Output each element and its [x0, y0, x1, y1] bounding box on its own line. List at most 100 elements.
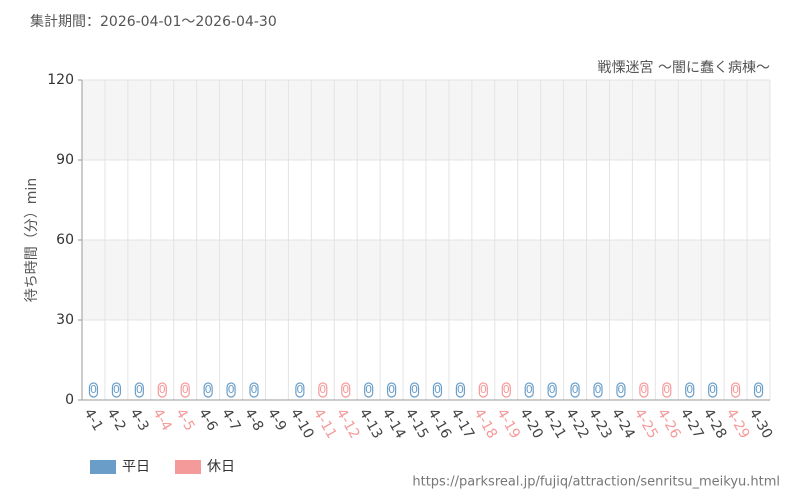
label-box	[157, 382, 167, 398]
y-axis-label: 待ち時間（分）min	[24, 178, 40, 302]
x-tick-label: 4-27	[677, 406, 707, 442]
x-tick-label: 4-11	[310, 406, 340, 442]
value-label: 0	[205, 383, 212, 396]
value-label: 0	[365, 383, 372, 396]
x-tick-label: 4-22	[562, 406, 592, 442]
label-box	[134, 382, 144, 398]
label-box	[180, 382, 190, 398]
value-label: 0	[480, 383, 487, 396]
value-label: 0	[251, 383, 258, 396]
y-tick-label: 0	[65, 392, 74, 408]
label-box	[639, 382, 649, 398]
legend-swatch	[90, 460, 116, 474]
label-box	[409, 382, 420, 398]
label-box	[203, 382, 213, 398]
x-tick-label: 4-29	[723, 406, 753, 442]
label-box	[501, 382, 511, 398]
value-label: 0	[526, 383, 533, 396]
value-label: 0	[113, 383, 120, 396]
y-tick-label: 120	[47, 72, 74, 88]
value-label: 0	[617, 383, 624, 396]
x-tick-label: 4-17	[447, 406, 477, 442]
value-label: 0	[732, 383, 739, 396]
x-tick-label: 4-10	[287, 406, 317, 442]
x-tick-label: 4-19	[493, 406, 523, 442]
label-box	[88, 382, 99, 398]
x-tick-label: 4-20	[516, 406, 546, 442]
value-label: 0	[663, 383, 670, 396]
value-label: 0	[342, 383, 349, 396]
x-tick-label: 4-14	[379, 406, 409, 442]
label-box	[478, 382, 488, 398]
x-tick-label: 4-2	[103, 406, 128, 434]
label-box	[570, 382, 580, 398]
y-tick-label: 90	[56, 152, 74, 168]
label-box	[249, 382, 259, 398]
x-tick-label: 4-18	[470, 406, 500, 442]
label-box	[387, 382, 397, 398]
x-tick-label: 4-21	[539, 406, 569, 442]
legend-swatch	[175, 460, 201, 474]
x-tick-label: 4-24	[608, 406, 638, 442]
value-label: 0	[319, 383, 326, 396]
label-box	[730, 382, 741, 398]
label-box	[341, 382, 351, 398]
x-tick-label: 4-13	[356, 406, 386, 442]
label-box	[662, 382, 672, 398]
source-url: https://parksreal.jp/fujiq/attraction/se…	[412, 475, 780, 490]
value-label: 0	[136, 383, 143, 396]
label-box	[616, 382, 626, 398]
value-label: 0	[159, 383, 166, 396]
value-label: 0	[595, 383, 602, 396]
x-tick-label: 4-4	[149, 406, 174, 434]
label-box	[547, 382, 557, 398]
label-box	[318, 382, 328, 398]
x-tick-label: 4-28	[700, 406, 730, 442]
value-label: 0	[388, 383, 395, 396]
x-tick-label: 4-8	[241, 406, 266, 434]
x-tick-label: 4-12	[333, 406, 363, 442]
value-label: 0	[434, 383, 441, 396]
chart-title: 集計期間：2026-04-01〜2026-04-30	[30, 13, 277, 30]
value-label: 0	[640, 383, 647, 396]
value-label: 0	[549, 383, 556, 396]
value-label: 0	[755, 383, 762, 396]
x-tick-label: 4-25	[631, 406, 661, 442]
value-label: 0	[90, 383, 97, 396]
x-tick-label: 4-30	[746, 406, 776, 442]
label-box	[226, 382, 236, 398]
value-label: 0	[296, 383, 303, 396]
value-label: 0	[182, 383, 189, 396]
label-box	[295, 382, 305, 398]
label-box	[364, 382, 374, 398]
label-box	[753, 382, 764, 398]
x-tick-label: 4-5	[172, 406, 197, 434]
chart-subtitle: 戦慄迷宮 〜闇に蠢く病棟〜	[598, 60, 770, 76]
label-box	[524, 382, 534, 398]
label-box	[111, 382, 122, 398]
legend-label: 平日	[122, 459, 150, 475]
value-label: 0	[228, 383, 235, 396]
legend-label: 休日	[207, 459, 235, 475]
x-tick-label: 4-3	[126, 406, 151, 434]
label-box	[708, 382, 718, 398]
value-label: 0	[686, 383, 693, 396]
value-label: 0	[503, 383, 510, 396]
label-box	[455, 382, 465, 398]
value-label: 0	[411, 383, 418, 396]
value-label: 0	[457, 383, 464, 396]
x-tick-label: 4-26	[654, 406, 684, 442]
x-tick-label: 4-9	[264, 406, 289, 434]
x-tick-label: 4-7	[218, 406, 243, 434]
x-tick-label: 4-16	[425, 406, 455, 442]
x-tick-label: 4-6	[195, 406, 220, 434]
y-tick-label: 30	[56, 312, 74, 328]
label-box	[432, 382, 443, 398]
y-tick-label: 60	[56, 232, 74, 248]
label-box	[593, 382, 603, 398]
x-tick-label: 4-23	[585, 406, 615, 442]
value-label: 0	[572, 383, 579, 396]
x-tick-label: 4-1	[81, 406, 106, 434]
label-box	[685, 382, 695, 398]
